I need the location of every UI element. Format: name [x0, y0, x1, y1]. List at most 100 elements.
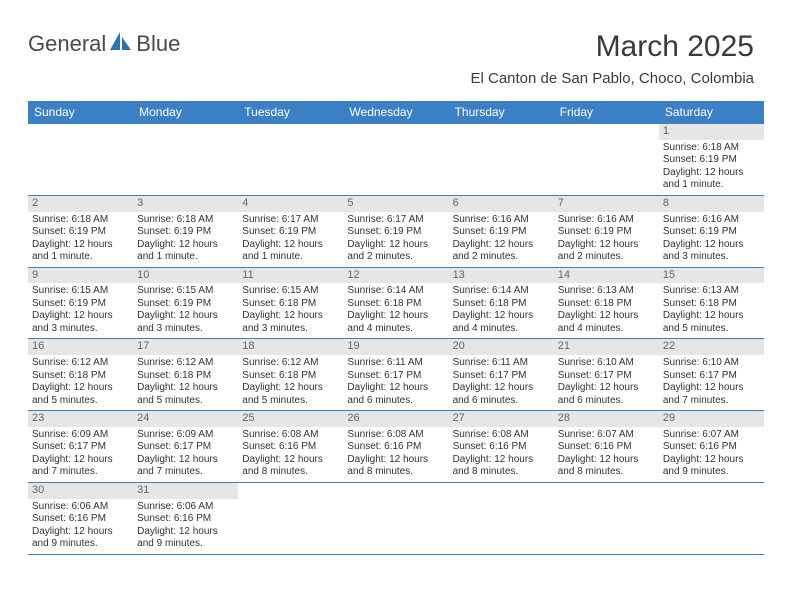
day-cell — [343, 483, 448, 554]
week-row: 30Sunrise: 6:06 AMSunset: 6:16 PMDayligh… — [28, 483, 764, 555]
day-info-line: Daylight: 12 hours — [32, 454, 130, 467]
day-info-line: Sunset: 6:17 PM — [32, 441, 130, 454]
week-row: 9Sunrise: 6:15 AMSunset: 6:19 PMDaylight… — [28, 268, 764, 340]
day-cell — [28, 124, 133, 195]
day-cell — [343, 124, 448, 195]
day-info-line: Sunset: 6:17 PM — [137, 441, 235, 454]
day-info-line: Daylight: 12 hours — [137, 310, 235, 323]
day-info-line: and 1 minute. — [242, 251, 340, 264]
day-cell: 21Sunrise: 6:10 AMSunset: 6:17 PMDayligh… — [554, 339, 659, 410]
day-info-line: Sunrise: 6:07 AM — [558, 429, 656, 442]
day-info: Sunrise: 6:09 AMSunset: 6:17 PMDaylight:… — [31, 429, 130, 479]
day-info-line: Sunset: 6:19 PM — [32, 226, 130, 239]
day-cell: 15Sunrise: 6:13 AMSunset: 6:18 PMDayligh… — [659, 268, 764, 339]
day-info-line: Sunrise: 6:10 AM — [663, 357, 761, 370]
day-cell: 17Sunrise: 6:12 AMSunset: 6:18 PMDayligh… — [133, 339, 238, 410]
day-info-line: Sunrise: 6:18 AM — [32, 214, 130, 227]
day-number: 29 — [659, 411, 764, 427]
month-title: March 2025 — [470, 30, 754, 64]
day-cell: 14Sunrise: 6:13 AMSunset: 6:18 PMDayligh… — [554, 268, 659, 339]
day-info: Sunrise: 6:17 AMSunset: 6:19 PMDaylight:… — [346, 214, 445, 264]
day-info-line: Sunrise: 6:13 AM — [663, 285, 761, 298]
day-info-line: Daylight: 12 hours — [663, 454, 761, 467]
day-info-line: and 3 minutes. — [32, 323, 130, 336]
day-info-line: and 8 minutes. — [242, 466, 340, 479]
day-info: Sunrise: 6:18 AMSunset: 6:19 PMDaylight:… — [662, 142, 761, 192]
calendar: Sunday Monday Tuesday Wednesday Thursday… — [28, 101, 764, 555]
day-cell — [238, 124, 343, 195]
day-header-mon: Monday — [133, 101, 238, 124]
day-info-line: Sunset: 6:19 PM — [242, 226, 340, 239]
day-info-line: Sunset: 6:18 PM — [453, 298, 551, 311]
day-info-line: Sunrise: 6:18 AM — [137, 214, 235, 227]
day-info-line: Sunrise: 6:14 AM — [453, 285, 551, 298]
day-info-line: Daylight: 12 hours — [242, 310, 340, 323]
page-header: General Blue March 2025 El Canton de San… — [0, 0, 792, 95]
day-info-line: and 3 minutes. — [242, 323, 340, 336]
day-info-line: Sunrise: 6:17 AM — [242, 214, 340, 227]
day-header-sun: Sunday — [28, 101, 133, 124]
day-info-line: Sunrise: 6:15 AM — [137, 285, 235, 298]
day-info-line: and 8 minutes. — [558, 466, 656, 479]
day-info-line: Daylight: 12 hours — [558, 454, 656, 467]
day-number: 21 — [554, 339, 659, 355]
day-number: 7 — [554, 196, 659, 212]
day-info-line: and 2 minutes. — [347, 251, 445, 264]
day-cell: 12Sunrise: 6:14 AMSunset: 6:18 PMDayligh… — [343, 268, 448, 339]
day-info: Sunrise: 6:14 AMSunset: 6:18 PMDaylight:… — [452, 285, 551, 335]
day-info-line: Daylight: 12 hours — [453, 239, 551, 252]
day-info-line: Sunset: 6:16 PM — [347, 441, 445, 454]
day-info-line: Daylight: 12 hours — [347, 239, 445, 252]
day-header-thu: Thursday — [449, 101, 554, 124]
day-number: 19 — [343, 339, 448, 355]
day-info-line: Sunrise: 6:10 AM — [558, 357, 656, 370]
day-info-line: and 6 minutes. — [558, 395, 656, 408]
day-cell: 28 Sunrise: 6:07 AMSunset: 6:16 PMDayligh… — [554, 411, 659, 482]
day-header-wed: Wednesday — [343, 101, 448, 124]
day-cell: 1Sunrise: 6:18 AMSunset: 6:19 PMDaylight… — [659, 124, 764, 195]
day-info-line: Daylight: 12 hours — [558, 310, 656, 323]
day-info-line: Daylight: 12 hours — [663, 167, 761, 180]
day-cell: 2Sunrise: 6:18 AMSunset: 6:19 PMDaylight… — [28, 196, 133, 267]
day-info-line: Daylight: 12 hours — [137, 526, 235, 539]
day-cell — [449, 483, 554, 554]
day-info: Sunrise: 6:13 AMSunset: 6:18 PMDaylight:… — [662, 285, 761, 335]
day-info-line: and 1 minute. — [663, 179, 761, 192]
day-info-line: Sunset: 6:16 PM — [137, 513, 235, 526]
day-info-line: Sunrise: 6:16 AM — [453, 214, 551, 227]
logo-text-2: Blue — [136, 31, 180, 57]
day-info-line: and 2 minutes. — [558, 251, 656, 264]
day-cell — [238, 483, 343, 554]
day-cell: 25Sunrise: 6:08 AMSunset: 6:16 PMDayligh… — [238, 411, 343, 482]
day-cell: 7Sunrise: 6:16 AMSunset: 6:19 PMDaylight… — [554, 196, 659, 267]
day-number: 11 — [238, 268, 343, 284]
day-info-line: and 6 minutes. — [453, 395, 551, 408]
day-cell: 3Sunrise: 6:18 AMSunset: 6:19 PMDaylight… — [133, 196, 238, 267]
day-cell: 19Sunrise: 6:11 AMSunset: 6:17 PMDayligh… — [343, 339, 448, 410]
day-cell: 30Sunrise: 6:06 AMSunset: 6:16 PMDayligh… — [28, 483, 133, 554]
day-cell: 6Sunrise: 6:16 AMSunset: 6:19 PMDaylight… — [449, 196, 554, 267]
day-info-line: Sunset: 6:19 PM — [663, 226, 761, 239]
day-number: 25 — [238, 411, 343, 427]
day-number: 9 — [28, 268, 133, 284]
day-number: 28 — [554, 411, 659, 427]
day-info-line: Daylight: 12 hours — [558, 239, 656, 252]
day-info-line: Sunset: 6:18 PM — [137, 370, 235, 383]
day-info-line: Daylight: 12 hours — [453, 382, 551, 395]
day-cell: 31Sunrise: 6:06 AMSunset: 6:16 PMDayligh… — [133, 483, 238, 554]
day-info-line: Sunrise: 6:13 AM — [558, 285, 656, 298]
day-number: 8 — [659, 196, 764, 212]
day-info-line: Sunset: 6:16 PM — [32, 513, 130, 526]
day-number: 16 — [28, 339, 133, 355]
day-number: 23 — [28, 411, 133, 427]
day-info-line: Daylight: 12 hours — [347, 454, 445, 467]
day-info: Sunrise: 6:07 AMSunset: 6:16 PMDaylight:… — [557, 429, 656, 479]
day-info-line: Sunset: 6:17 PM — [347, 370, 445, 383]
day-info-line: Sunrise: 6:11 AM — [453, 357, 551, 370]
day-info-line: Sunrise: 6:08 AM — [347, 429, 445, 442]
day-cell: 13Sunrise: 6:14 AMSunset: 6:18 PMDayligh… — [449, 268, 554, 339]
day-number: 13 — [449, 268, 554, 284]
day-info-line: and 1 minute. — [137, 251, 235, 264]
day-header-row: Sunday Monday Tuesday Wednesday Thursday… — [28, 101, 764, 124]
day-info-line: Sunset: 6:18 PM — [242, 370, 340, 383]
